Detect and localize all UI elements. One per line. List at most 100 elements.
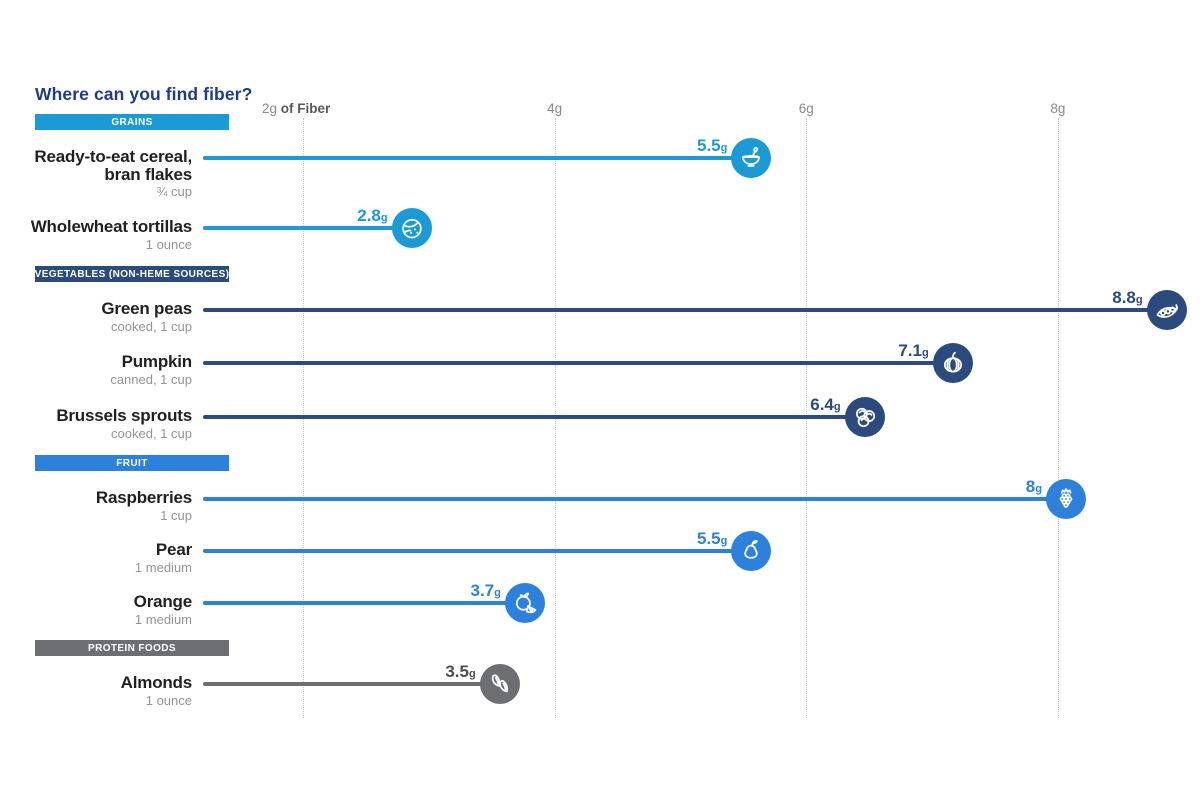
stem-line-raspberries: [203, 497, 1058, 501]
row-label-ready-to-eat-cereal: Ready-to-eat cereal, bran flakes ¾ cup: [34, 148, 192, 199]
row-label-pear: Pear 1 medium: [135, 541, 192, 575]
food-portion: 1 ounce: [145, 236, 192, 252]
section-header-label: FRUIT: [116, 457, 148, 469]
axis-tick-value: 2g: [261, 101, 277, 116]
food-portion: cooked, 1 cup: [111, 425, 192, 441]
food-name: Pear: [155, 540, 192, 559]
row-label-orange: Orange 1 medium: [133, 592, 193, 627]
orange-icon: [511, 589, 539, 617]
cereal-bowl-icon: [737, 144, 765, 172]
value-number: 6.4: [810, 395, 834, 414]
food-dot-wholewheat-tortillas: [391, 208, 432, 248]
value-number: 2.8: [357, 206, 381, 225]
food-name: Wholewheat tortillas: [30, 217, 192, 236]
section-header-fruit: FRUIT: [35, 455, 229, 471]
stem-line-pear: [203, 549, 744, 553]
value-label-ready-to-eat-cereal: 5.5g: [697, 137, 727, 157]
section-header-grains: GRAINS: [35, 114, 229, 130]
axis-tick-value: 8g: [1050, 101, 1066, 116]
value-unit: g: [720, 142, 728, 154]
food-portion: 1 medium: [134, 559, 192, 575]
tortilla-icon: [398, 214, 426, 242]
value-number: 5.5: [697, 136, 721, 155]
value-unit: g: [494, 587, 501, 599]
stem-line-wholewheat-tortillas: [203, 226, 404, 230]
food-name: Almonds: [120, 673, 193, 692]
stem-line-almonds: [203, 682, 492, 686]
stem-line-pumpkin: [203, 361, 945, 365]
value-unit: g: [720, 535, 728, 547]
food-dot-pear: [731, 531, 772, 571]
value-number: 5.5: [697, 529, 721, 548]
axis-tick-8g: 8g: [1050, 101, 1065, 116]
section-header-protein-foods: PROTEIN FOODS: [35, 640, 229, 656]
stem-line-brussels-sprouts: [203, 415, 857, 419]
gridline-8g: [1057, 118, 1059, 718]
food-dot-almonds: [479, 664, 520, 704]
food-name: Pumpkin: [121, 352, 193, 371]
almonds-icon: [486, 670, 514, 698]
value-label-pumpkin: 7.1g: [898, 342, 928, 362]
value-number: 8.8: [1112, 288, 1136, 307]
value-unit: g: [921, 347, 929, 359]
value-label-almonds: 3.5g: [445, 663, 475, 683]
stem-line-orange: [203, 601, 517, 605]
food-portion: canned, 1 cup: [110, 371, 192, 387]
food-portion: 1 cup: [160, 507, 192, 523]
food-dot-raspberries: [1045, 479, 1086, 519]
axis-unit-label: of Fiber: [276, 101, 331, 116]
section-header-vegetables-non-heme-sources: VEGETABLES (NON-HEME SOURCES): [35, 266, 229, 282]
chart-title: Where can you find fiber?: [35, 84, 253, 104]
section-header-label: VEGETABLES (NON-HEME SOURCES): [34, 268, 230, 280]
value-unit: g: [833, 401, 841, 413]
value-unit: g: [468, 668, 476, 680]
brussels-sprouts-icon: [851, 403, 879, 431]
value-unit: g: [1135, 294, 1143, 306]
axis-tick-value: 4g: [547, 101, 563, 116]
row-label-pumpkin: Pumpkin canned, 1 cup: [110, 353, 192, 387]
section-header-label: GRAINS: [111, 116, 153, 128]
food-portion: ¾ cup: [156, 184, 192, 199]
food-dot-ready-to-eat-cereal: [731, 138, 772, 178]
row-label-almonds: Almonds 1 ounce: [120, 673, 193, 708]
value-label-pear: 5.5g: [697, 530, 727, 550]
pear-icon: [737, 537, 765, 565]
row-label-brussels-sprouts: Brussels sprouts cooked, 1 cup: [56, 407, 192, 441]
value-unit: g: [1035, 483, 1042, 495]
food-name: Green peas: [101, 299, 192, 318]
food-name: Raspberries: [95, 488, 192, 507]
value-number: 7.1: [898, 341, 922, 360]
value-label-green-peas: 8.8g: [1112, 289, 1142, 309]
row-label-wholewheat-tortillas: Wholewheat tortillas 1 ounce: [31, 218, 192, 252]
value-label-orange: 3.7g: [471, 582, 501, 602]
row-label-green-peas: Green peas cooked, 1 cup: [101, 300, 192, 334]
axis-tick-2g: 2g of Fiber: [262, 101, 330, 116]
food-portion: cooked, 1 cup: [111, 318, 192, 334]
axis-tick-value: 6g: [798, 101, 814, 116]
food-dot-brussels-sprouts: [844, 397, 885, 437]
raspberry-icon: [1052, 485, 1080, 513]
value-number: 3.5: [445, 662, 469, 681]
axis-tick-4g: 4g: [547, 101, 562, 116]
food-dot-green-peas: [1146, 290, 1187, 330]
stem-line-green-peas: [203, 308, 1159, 312]
value-label-raspberries: 8g: [1026, 478, 1042, 498]
food-name: Orange: [133, 592, 193, 611]
value-label-brussels-sprouts: 6.4g: [810, 396, 840, 416]
section-header-label: PROTEIN FOODS: [88, 642, 176, 654]
value-number: 8: [1025, 477, 1036, 496]
food-portion: 1 ounce: [145, 692, 192, 708]
stem-line-ready-to-eat-cereal: [203, 156, 744, 160]
food-portion: 1 medium: [134, 611, 192, 627]
row-label-raspberries: Raspberries 1 cup: [96, 489, 192, 523]
axis-tick-6g: 6g: [799, 101, 814, 116]
food-name: Brussels sprouts: [56, 406, 192, 425]
food-dot-pumpkin: [932, 343, 973, 383]
pumpkin-icon: [939, 349, 967, 377]
food-dot-orange: [504, 583, 545, 623]
food-name: bran flakes: [104, 164, 192, 184]
value-unit: g: [380, 212, 388, 224]
value-label-wholewheat-tortillas: 2.8g: [357, 207, 387, 227]
pea-pod-icon: [1153, 296, 1181, 324]
